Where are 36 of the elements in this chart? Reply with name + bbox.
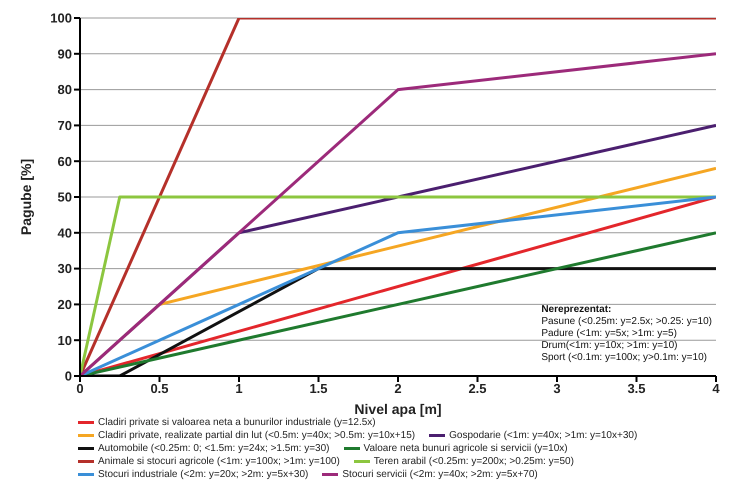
annotation: Padure (<1m: y=5x; >1m: y=5) (541, 328, 678, 340)
legend-label: Cladiri private si valoarea neta a bunurilor industriale (y=12.5x) (98, 416, 376, 429)
x-tick-label: 4 (712, 381, 720, 396)
annotation: Pasune (<0.25m: y=2.5x; >0.25: y=10) (541, 316, 712, 328)
y-tick-label: 20 (58, 297, 72, 312)
legend-label: Automobile (<0.25m: 0; <1.5m: y=24x; >1.5m: y=30) (98, 442, 330, 455)
legend-label: Valoare neta bunuri agricole si servicii (y=10x) (364, 442, 568, 455)
y-tick-label: 40 (58, 225, 72, 240)
x-tick-label: 0.5 (150, 381, 169, 396)
y-tick-label: 50 (58, 190, 72, 205)
legend-label: Gospodarie (<1m: y=40x; >1m: y=10x+30) (449, 429, 638, 442)
x-tick-label: 0 (76, 381, 84, 396)
legend-label: Stocuri industriale (<2m: y=20x; >2m: y=5x+30) (98, 468, 308, 481)
annotation: Drum(<1m: y=10x; >1m: y=10) (541, 340, 678, 352)
x-axis-title: Nivel apa [m] (354, 401, 442, 417)
legend-label: Animale si stocuri agricole (<1m: y=100x; >1m: y=100) (98, 455, 340, 468)
x-tick-label: 1.5 (309, 381, 328, 396)
y-axis-title: Pagube [%] (18, 158, 34, 236)
y-tick-label: 60 (58, 154, 72, 169)
annotation: Nereprezentat: (541, 304, 612, 316)
x-tick-label: 2.5 (468, 381, 487, 396)
y-tick-label: 30 (58, 261, 72, 276)
x-tick-label: 3 (553, 381, 561, 396)
y-tick-label: 0 (64, 368, 72, 384)
annotation: Sport (<0.1m: y=100x; y>0.1m: y=10) (541, 352, 708, 364)
legend-label: Stocuri servicii (<2m: y=40x; >2m: y=5x+70) (342, 468, 538, 481)
x-tick-label: 2 (394, 381, 402, 396)
legend-label: Teren arabil (<0.25m: y=200x; >0.25m: y=50) (374, 455, 574, 468)
y-tick-label: 10 (58, 332, 72, 348)
y-tick-label: 70 (58, 118, 72, 134)
x-tick-label: 1 (235, 381, 243, 396)
y-tick-label: 90 (58, 46, 72, 62)
y-tick-label: 80 (58, 82, 72, 98)
y-tick-label: 100 (50, 10, 72, 26)
legend-label: Cladiri private, realizate partial din lut (<0.5m: y=40x; >0.5m: y=10x+15) (98, 429, 416, 442)
x-tick-label: 3.5 (627, 381, 646, 396)
